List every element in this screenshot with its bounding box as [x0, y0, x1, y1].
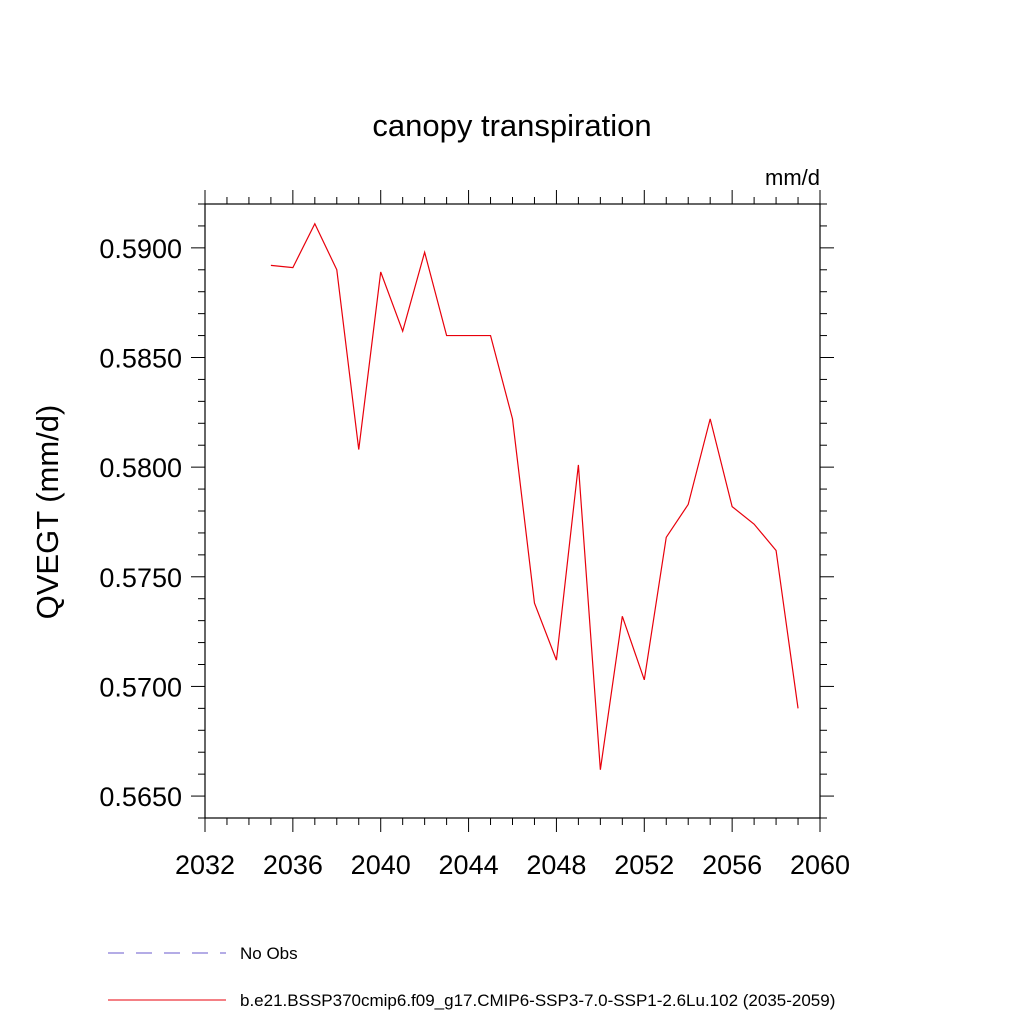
y-tick-label: 0.5700 [99, 672, 182, 702]
chart-title: canopy transpiration [372, 108, 651, 143]
y-tick-label: 0.5850 [99, 344, 182, 374]
axis-ticks [191, 190, 834, 832]
legend: No Obs b.e21.BSSP370cmip6.f09_g17.CMIP6-S… [108, 944, 835, 1010]
x-tick-label: 2060 [790, 850, 850, 880]
x-tick-label: 2032 [175, 850, 235, 880]
x-tick-label: 2036 [263, 850, 323, 880]
series-lines [270, 222, 799, 770]
tick-labels: 2032 2036 2040 2044 2048 2052 2056 2060 0.5650 0.… [99, 234, 850, 880]
legend-label: No Obs [240, 944, 298, 963]
units-label: mm/d [765, 165, 820, 190]
x-tick-label: 2052 [614, 850, 674, 880]
y-tick-label: 0.5800 [99, 453, 182, 483]
x-tick-label: 2048 [526, 850, 586, 880]
y-axis-label: QVEGT (mm/d) [30, 405, 65, 620]
x-tick-label: 2040 [351, 850, 411, 880]
y-tick-label: 0.5750 [99, 563, 182, 593]
x-tick-label: 2056 [702, 850, 762, 880]
y-tick-label: 0.5650 [99, 782, 182, 812]
x-tick-label: 2044 [439, 850, 499, 880]
legend-label: b.e21.BSSP370cmip6.f09_g17.CMIP6-SSP3-7.… [240, 991, 835, 1010]
y-tick-label: 0.5900 [99, 234, 182, 264]
series-line [270, 222, 799, 770]
plot-frame [204, 203, 821, 819]
